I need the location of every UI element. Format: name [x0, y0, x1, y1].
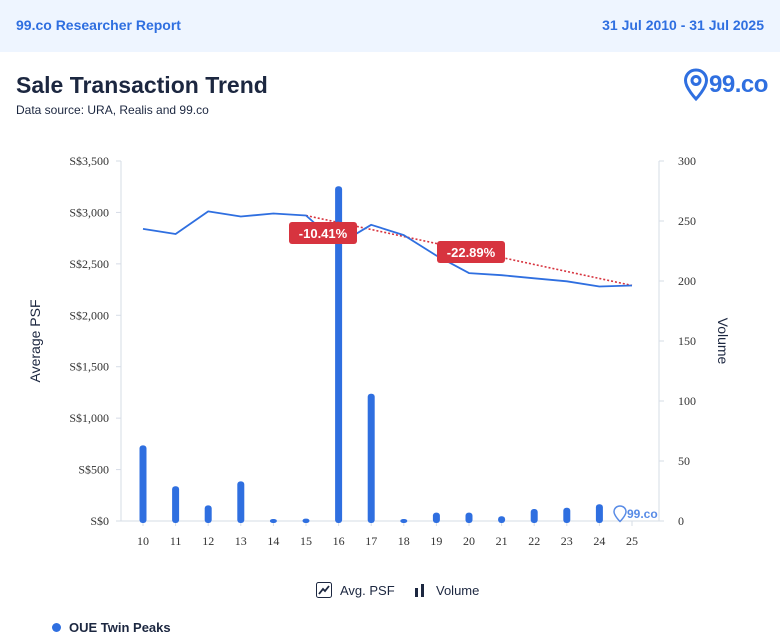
- y2-tick-label: 150: [678, 334, 696, 348]
- y-tick-label: S$500: [78, 463, 109, 477]
- volume-bar: [432, 512, 440, 523]
- y-tick-label: S$2,000: [69, 308, 109, 322]
- volume-bar: [204, 505, 212, 523]
- chart-legend: Avg. PSF Volume: [0, 582, 780, 602]
- trend-lines: [305, 214, 633, 287]
- y-tick-label: S$0: [90, 514, 109, 528]
- y-tick-label: S$3,500: [69, 154, 109, 168]
- y2-tick-label: 100: [678, 394, 696, 408]
- bar-chart-icon: [415, 584, 424, 597]
- y-tick-label: S$1,500: [69, 360, 109, 374]
- volume-bar: [595, 504, 603, 523]
- project-name: OUE Twin Peaks: [69, 620, 171, 635]
- volume-bar: [237, 481, 245, 523]
- volume-bar: [302, 518, 310, 523]
- x-tick-label: 20: [463, 534, 475, 548]
- trend-badge-label: -22.89%: [447, 245, 496, 260]
- y-axis-title: Average PSF: [27, 299, 43, 382]
- x-tick-label: 16: [333, 534, 345, 548]
- x-tick-label: 17: [365, 534, 377, 548]
- legend-item-psf[interactable]: Avg. PSF: [316, 582, 395, 598]
- location-pin-icon: [684, 68, 709, 102]
- y2-axis-title: Volume: [715, 318, 731, 365]
- volume-bars: [139, 186, 603, 523]
- x-tick-label: 19: [430, 534, 442, 548]
- volume-bar: [335, 186, 343, 523]
- trend-badge-label: -10.41%: [299, 226, 348, 241]
- project-legend-item[interactable]: OUE Twin Peaks: [52, 620, 171, 635]
- y-tick-label: S$1,000: [69, 411, 109, 425]
- volume-bar: [563, 507, 571, 523]
- y2-tick-label: 300: [678, 154, 696, 168]
- volume-bar: [367, 393, 375, 523]
- sale-transaction-chart: S$0 S$500 S$1,000 S$1,500 S$2,000 S$2,500 S$3,…: [27, 154, 731, 548]
- x-tick-label: 14: [267, 534, 279, 548]
- chart-axes: S$0 S$500 S$1,000 S$1,500 S$2,000 S$2,500 S$3,…: [27, 154, 731, 548]
- report-title: 99.co Researcher Report: [16, 17, 181, 33]
- volume-bar: [400, 519, 408, 523]
- y2-tick-label: 250: [678, 214, 696, 228]
- legend-psf-label: Avg. PSF: [340, 582, 395, 598]
- y2-tick-label: 0: [678, 514, 684, 528]
- x-tick-label: 25: [626, 534, 638, 548]
- brand-logo-text: 99.co: [709, 71, 768, 98]
- x-tick-label: 13: [235, 534, 247, 548]
- volume-bar: [465, 512, 473, 523]
- x-tick-label: 23: [561, 534, 573, 548]
- legend-volume-label: Volume: [436, 582, 480, 598]
- volume-bar: [498, 516, 506, 523]
- volume-bar: [172, 486, 180, 523]
- y-tick-label: S$3,000: [69, 205, 109, 219]
- y-tick-label: S$2,500: [69, 257, 109, 271]
- x-tick-label: 21: [496, 534, 508, 548]
- volume-bar: [139, 445, 147, 523]
- volume-bar: [269, 519, 277, 523]
- watermark-text: 99.co: [627, 507, 658, 521]
- report-header-bar: 99.co Researcher Report 31 Jul 2010 - 31…: [0, 0, 780, 52]
- x-tick-label: 12: [202, 534, 214, 548]
- x-tick-label: 11: [170, 534, 182, 548]
- trend-badge: [437, 241, 505, 263]
- line-chart-icon: [316, 582, 332, 598]
- watermark-pin-icon: [613, 505, 627, 523]
- data-source-subtitle: Data source: URA, Realis and 99.co: [16, 103, 209, 117]
- page-title: Sale Transaction Trend: [16, 72, 268, 98]
- project-color-dot: [52, 623, 61, 632]
- psf-series-line: [142, 210, 633, 288]
- report-date-range: 31 Jul 2010 - 31 Jul 2025: [602, 17, 764, 33]
- volume-bar: [530, 509, 538, 523]
- y2-tick-label: 200: [678, 274, 696, 288]
- trend-annotations: -10.41% -22.89%: [289, 222, 505, 263]
- x-tick-label: 10: [137, 534, 149, 548]
- x-tick-label: 22: [528, 534, 540, 548]
- psf-line: [142, 210, 633, 288]
- y2-tick-label: 50: [678, 454, 690, 468]
- x-tick-label: 18: [398, 534, 410, 548]
- x-tick-label: 24: [593, 534, 605, 548]
- chart-watermark: 99.co: [613, 505, 658, 523]
- legend-item-volume[interactable]: Volume: [412, 582, 479, 598]
- trend-badge: [289, 222, 357, 244]
- psf-trend-line: [305, 214, 633, 287]
- x-tick-label: 15: [300, 534, 312, 548]
